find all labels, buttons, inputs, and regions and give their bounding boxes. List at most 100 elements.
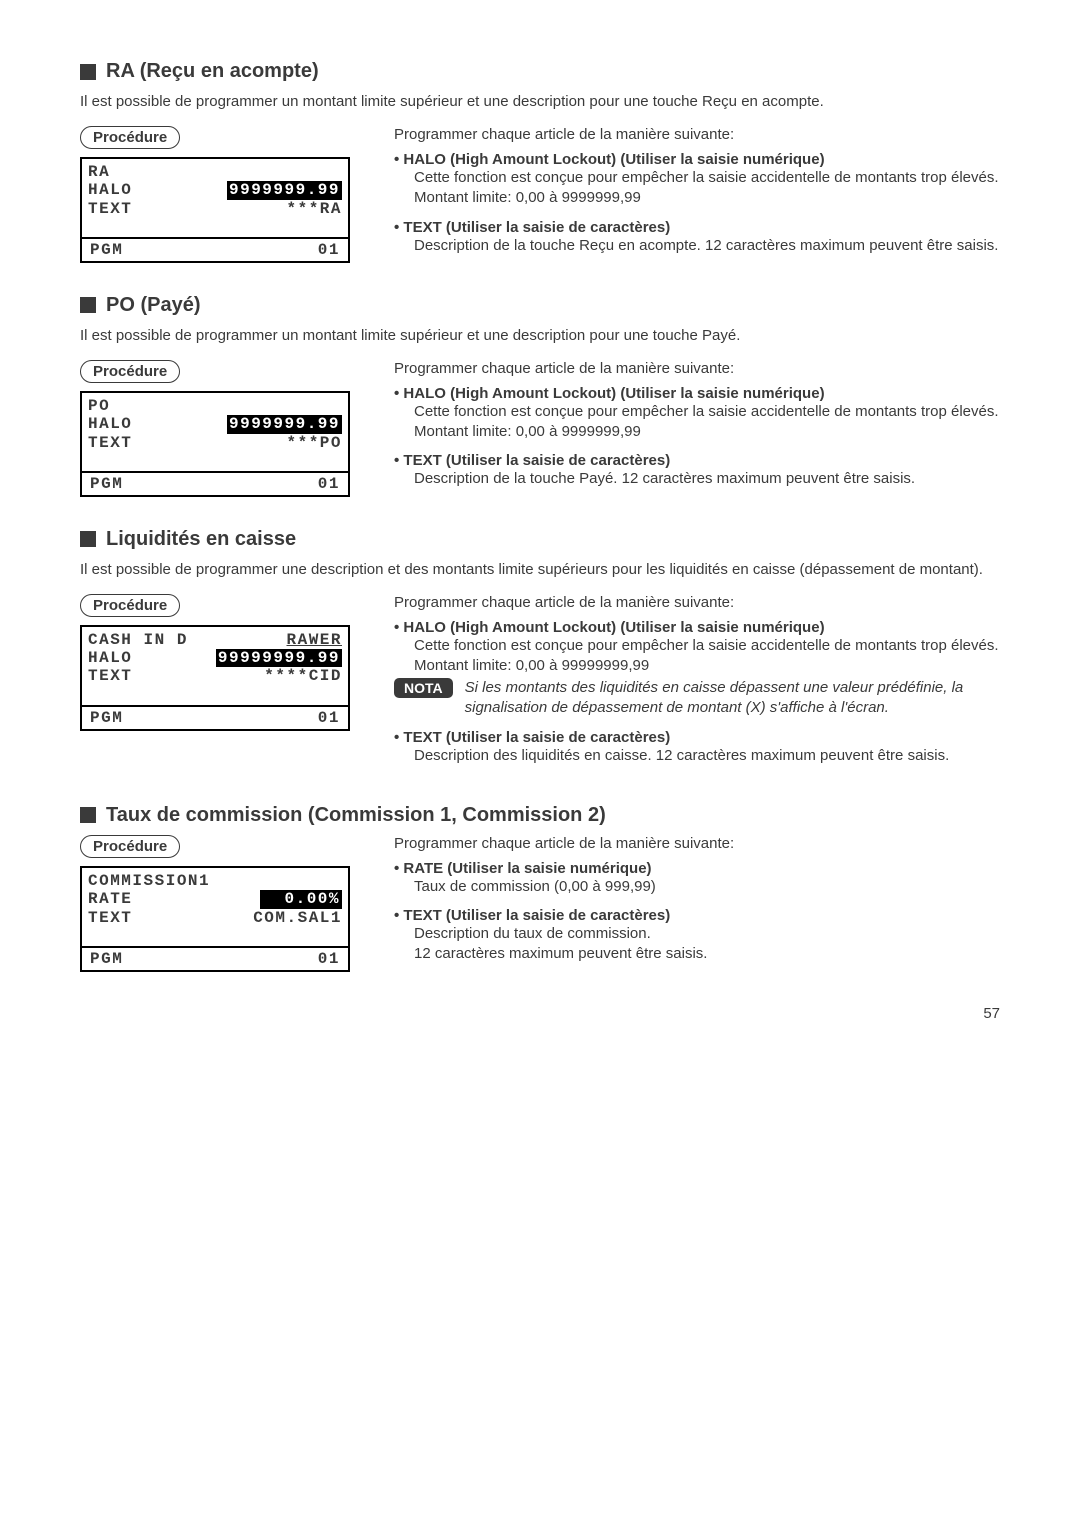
bullet-body: Montant limite: 0,00 à 9999999,99 — [394, 422, 1000, 442]
nota-row: NOTA Si les montants des liquidités en c… — [394, 678, 1000, 719]
content-row: Procédure CASH IN DRAWER HALO99999999.99… — [80, 594, 1000, 776]
bullet-head: • HALO (High Amount Lockout) (Utiliser l… — [394, 151, 1000, 168]
section-commission: Taux de commission (Commission 1, Commis… — [80, 804, 1000, 975]
bullet-body: Taux de commission (0,00 à 999,99) — [394, 877, 1000, 897]
bullet-body: Montant limite: 0,00 à 9999999,99 — [394, 188, 1000, 208]
bullet-body: Description des liquidités en caisse. 12… — [394, 746, 1000, 766]
lcd-display: COMMISSION1 RATE 0.00% TEXTCOM.SAL1 PGM … — [80, 866, 350, 972]
bullet-item: • TEXT (Utiliser la saisie de caractères… — [394, 219, 1000, 256]
lcd-display: RA HALO9999999.99 TEXT***RA PGM 01 — [80, 157, 350, 263]
page-number: 57 — [80, 1005, 1000, 1022]
lcd-display: PO HALO9999999.99 TEXT***PO PGM 01 — [80, 391, 350, 497]
heading: PO (Payé) — [106, 294, 200, 317]
lcd-top: CASH IN D RAWER HALO 99999999.99 TEXT ****C… — [82, 627, 348, 705]
procedure-pill: Procédure — [80, 835, 180, 858]
programmer-intro: Programmer chaque article de la manière … — [394, 360, 1000, 377]
lcd-cell: TEXT — [88, 667, 132, 685]
nota-text: Si les montants des liquidités en caisse… — [465, 678, 1000, 719]
lcd-cell: HALO — [88, 181, 132, 199]
procedure-pill: Procédure — [80, 126, 180, 149]
lcd-cell: TEXT — [88, 434, 132, 452]
section-liquid: Liquidités en caisse Il est possible de … — [80, 528, 1000, 776]
bullet-icon — [80, 64, 96, 80]
programmer-intro: Programmer chaque article de la manière … — [394, 126, 1000, 143]
bullet-body: Cette fonction est conçue pour empêcher … — [394, 402, 1000, 422]
lcd-pgm: PGM — [90, 241, 123, 259]
section-title: Liquidités en caisse — [80, 528, 1000, 551]
heading: Liquidités en caisse — [106, 528, 296, 551]
section-title: Taux de commission (Commission 1, Commis… — [80, 804, 1000, 827]
bullet-body: Description de la touche Payé. 12 caract… — [394, 469, 1000, 489]
lcd-highlight: 9999999.99 — [227, 181, 342, 199]
bullet-body: 12 caractères maximum peuvent être saisi… — [394, 944, 1000, 964]
bullet-item: • HALO (High Amount Lockout) (Utiliser l… — [394, 151, 1000, 209]
bullet-icon — [80, 297, 96, 313]
bullet-body: Cette fonction est conçue pour empêcher … — [394, 168, 1000, 188]
bullet-head: • RATE (Utiliser la saisie numérique) — [394, 860, 1000, 877]
section-po: PO (Payé) Il est possible de programmer … — [80, 294, 1000, 500]
lcd-cell: TEXT — [88, 909, 132, 927]
lcd-bottom: PGM 01 — [82, 705, 348, 729]
bullet-head: • TEXT (Utiliser la saisie de caractères… — [394, 452, 1000, 469]
lcd-top: RA HALO 9999999.99 TEXT ***RA — [82, 159, 348, 237]
lcd-cell: TEXT — [88, 200, 132, 218]
bullet-item: • TEXT (Utiliser la saisie de caractères… — [394, 729, 1000, 766]
lcd-bottom: PGM 01 — [82, 471, 348, 495]
bullet-head: • TEXT (Utiliser la saisie de caractères… — [394, 907, 1000, 924]
lcd-pgm-num: 01 — [318, 709, 340, 727]
heading: Taux de commission (Commission 1, Commis… — [106, 804, 606, 827]
bullet-item: • HALO (High Amount Lockout) (Utiliser l… — [394, 385, 1000, 443]
lcd-pgm-num: 01 — [318, 950, 340, 968]
intro-text: Il est possible de programmer une descri… — [80, 559, 1000, 580]
lcd-cell: HALO — [88, 649, 132, 667]
bullet-item: • TEXT (Utiliser la saisie de caractères… — [394, 907, 1000, 965]
bullet-head: • HALO (High Amount Lockout) (Utiliser l… — [394, 385, 1000, 402]
right-column: Programmer chaque article de la manière … — [394, 835, 1000, 975]
section-ra: RA (Reçu en acompte) Il est possible de … — [80, 60, 1000, 266]
left-column: Procédure COMMISSION1 RATE 0.00% TEXTCOM… — [80, 835, 370, 972]
bullet-head: • TEXT (Utiliser la saisie de caractères… — [394, 219, 1000, 236]
section-title: PO (Payé) — [80, 294, 1000, 317]
lcd-pgm: PGM — [90, 709, 123, 727]
section-title: RA (Reçu en acompte) — [80, 60, 1000, 83]
lcd-highlight: 99999999.99 — [216, 649, 342, 667]
lcd-top: COMMISSION1 RATE 0.00% TEXTCOM.SAL1 — [82, 868, 348, 946]
lcd-highlight: 0.00% — [260, 890, 342, 908]
content-row: Procédure RA HALO 9999999.99 TEXT ***RA PG… — [80, 126, 1000, 266]
lcd-cell: ***RA — [286, 200, 342, 218]
bullet-item: • RATE (Utiliser la saisie numérique) Ta… — [394, 860, 1000, 897]
lcd-pgm: PGM — [90, 475, 123, 493]
bullet-body: Description de la touche Reçu en acompte… — [394, 236, 1000, 256]
lcd-cell: CASH IN D — [88, 631, 188, 649]
content-row: Procédure PO HALO9999999.99 TEXT***PO PG… — [80, 360, 1000, 500]
left-column: Procédure RA HALO 9999999.99 TEXT ***RA PG… — [80, 126, 370, 263]
lcd-pgm-num: 01 — [318, 475, 340, 493]
lcd-cell: HALO — [88, 415, 132, 433]
nota-badge: NOTA — [394, 678, 453, 698]
bullet-icon — [80, 807, 96, 823]
left-column: Procédure PO HALO9999999.99 TEXT***PO PG… — [80, 360, 370, 497]
lcd-cell: ****CID — [264, 667, 342, 685]
bullet-body: Cette fonction est conçue pour empêcher … — [394, 636, 1000, 656]
bullet-item: • TEXT (Utiliser la saisie de caractères… — [394, 452, 1000, 489]
intro-text: Il est possible de programmer un montant… — [80, 91, 1000, 112]
lcd-highlight: 9999999.99 — [227, 415, 342, 433]
heading: RA (Reçu en acompte) — [106, 60, 319, 83]
lcd-cell: COM.SAL1 — [253, 909, 342, 927]
lcd-cell: RA — [88, 163, 110, 181]
lcd-display: CASH IN D RAWER HALO 99999999.99 TEXT ****C… — [80, 625, 350, 731]
right-column: Programmer chaque article de la manière … — [394, 126, 1000, 266]
programmer-intro: Programmer chaque article de la manière … — [394, 835, 1000, 852]
lcd-pgm: PGM — [90, 950, 123, 968]
bullet-item: • HALO (High Amount Lockout) (Utiliser l… — [394, 619, 1000, 719]
lcd-cell: RAWER — [286, 631, 342, 649]
programmer-intro: Programmer chaque article de la manière … — [394, 594, 1000, 611]
right-column: Programmer chaque article de la manière … — [394, 360, 1000, 500]
content-row: Procédure COMMISSION1 RATE 0.00% TEXTCOM… — [80, 835, 1000, 975]
bullet-body: Description du taux de commission. — [394, 924, 1000, 944]
bullet-icon — [80, 531, 96, 547]
procedure-pill: Procédure — [80, 360, 180, 383]
lcd-cell: ***PO — [286, 434, 342, 452]
bullet-head: • TEXT (Utiliser la saisie de caractères… — [394, 729, 1000, 746]
lcd-cell: RATE — [88, 890, 132, 908]
